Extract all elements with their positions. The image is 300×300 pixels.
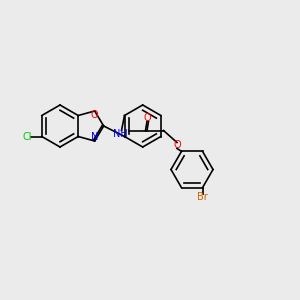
Text: Cl: Cl (22, 131, 32, 142)
Text: N: N (91, 132, 98, 142)
Text: Br: Br (197, 192, 208, 202)
Text: O: O (143, 112, 151, 123)
Text: NH: NH (112, 129, 128, 139)
Text: O: O (174, 140, 182, 150)
Text: O: O (91, 110, 98, 120)
